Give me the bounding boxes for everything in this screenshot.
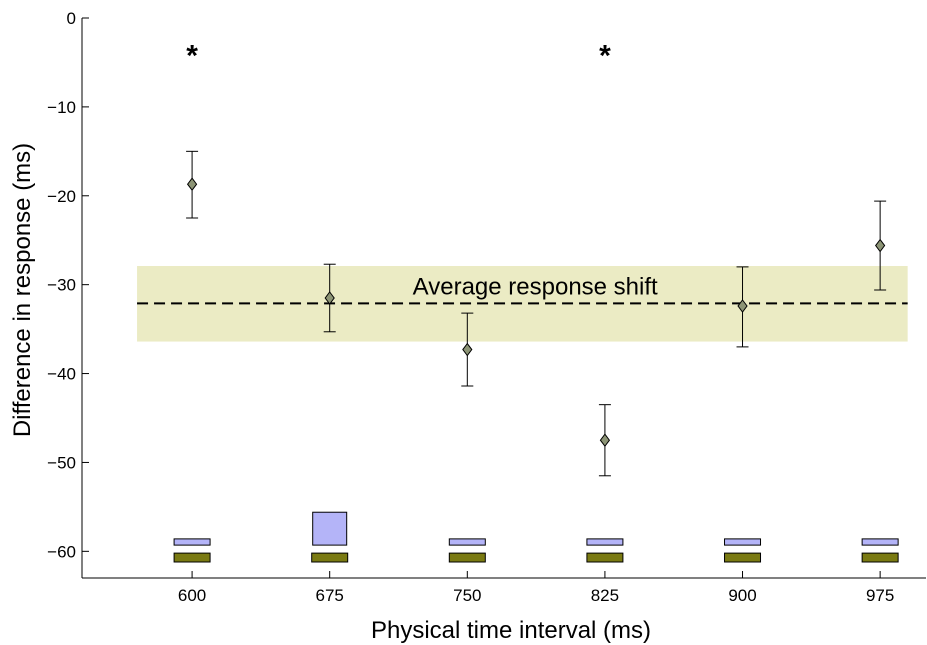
data-point (874, 200, 887, 291)
y-tick-label: −20 (47, 187, 76, 206)
y-ticks: 0 −10 −20 −30 −40 −50 −60 (47, 9, 89, 561)
x-tick-label: 825 (591, 586, 619, 605)
significance-asterisk: * (599, 40, 611, 73)
diamond-marker (875, 238, 886, 253)
x-tick-label: 975 (866, 586, 894, 605)
bar-lower (724, 552, 762, 563)
diamond-marker (324, 291, 335, 305)
diamond-marker (599, 433, 611, 448)
significance-asterisk: * (186, 40, 198, 73)
y-axis-title: Difference in response (ms) (9, 143, 36, 437)
average-line-label: Average response shift (413, 273, 658, 300)
significance-marks: * * (186, 40, 611, 73)
diamond-marker (462, 342, 473, 357)
average-band-layer: Average response shift (137, 266, 908, 342)
y-tick-label: −30 (47, 276, 76, 295)
diamond-marker (737, 299, 748, 313)
x-ticks: 600 675 750 825 900 975 (178, 571, 894, 605)
y-tick-label: 0 (67, 9, 76, 28)
bar-upper (448, 538, 486, 546)
bar-lower (448, 552, 486, 563)
axes (81, 18, 926, 579)
bar-lower (173, 552, 211, 563)
x-tick-label: 600 (178, 586, 206, 605)
bar-upper (724, 538, 762, 546)
x-tick-label: 750 (453, 586, 481, 605)
bar-upper (861, 538, 899, 546)
data-point (598, 404, 611, 477)
x-axis-title: Physical time interval (ms) (371, 617, 651, 644)
diamond-marker (186, 177, 198, 192)
data-point (323, 263, 336, 333)
y-tick-label: −40 (47, 365, 76, 384)
x-tick-label: 675 (316, 586, 344, 605)
x-tick-label: 900 (728, 586, 756, 605)
data-point (186, 150, 199, 219)
bar-lower (861, 552, 899, 563)
bar-lower (586, 552, 624, 563)
data-point (461, 312, 474, 387)
bottom-bars-layer (173, 511, 899, 563)
bar-upper (173, 538, 211, 546)
bar-upper (312, 511, 348, 546)
bar-lower (311, 552, 349, 563)
y-tick-label: −50 (47, 453, 76, 472)
bar-upper (586, 538, 624, 546)
y-tick-label: −60 (47, 542, 76, 561)
y-tick-label: −10 (47, 98, 76, 117)
data-point (736, 266, 749, 348)
data-points (186, 150, 887, 477)
